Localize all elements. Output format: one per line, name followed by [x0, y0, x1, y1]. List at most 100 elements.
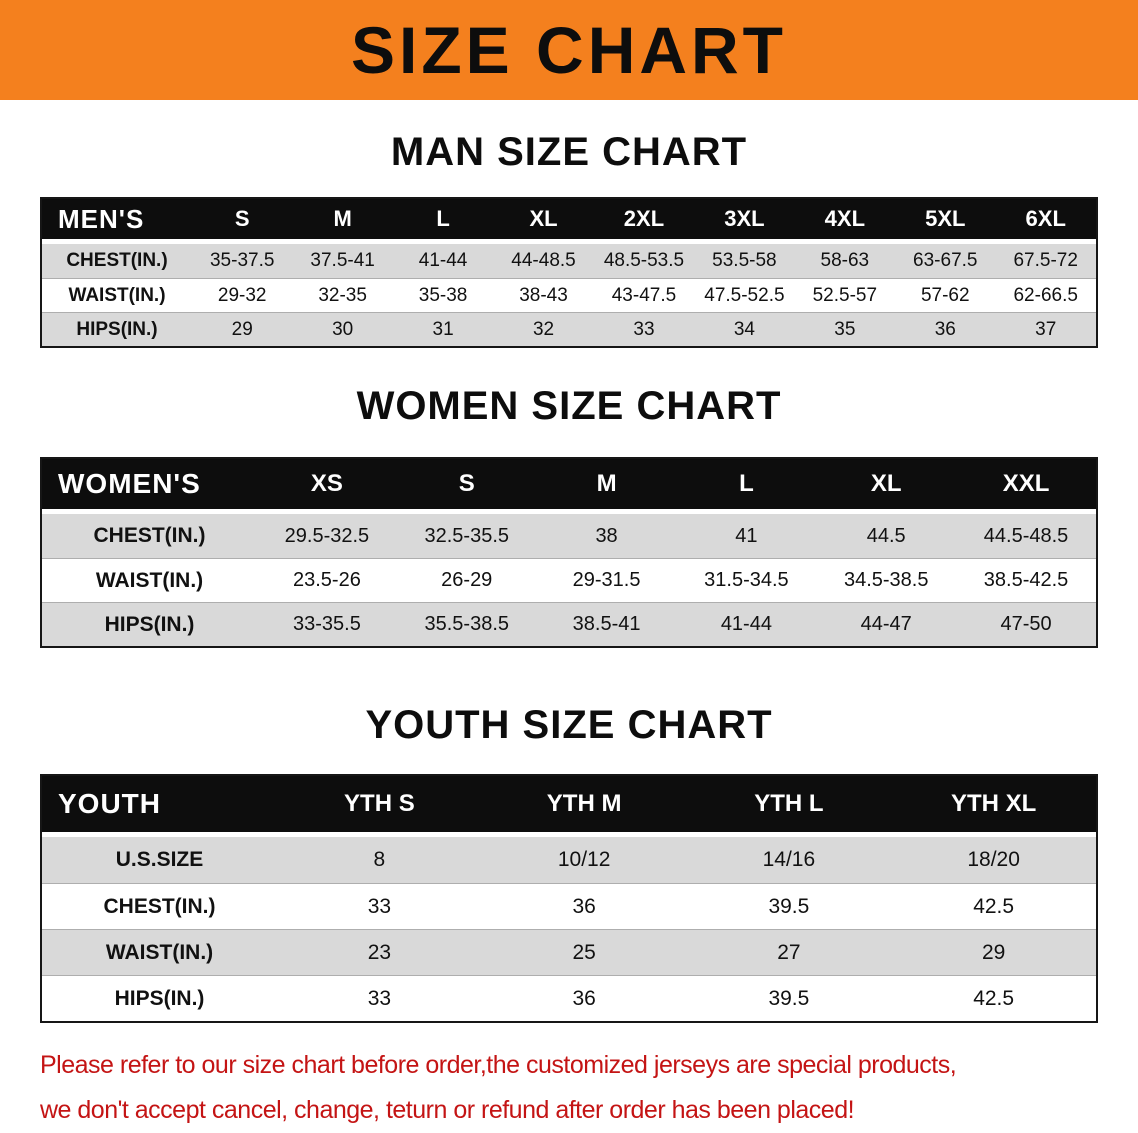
table-row: CHEST(IN.) 35-37.5 37.5-41 41-44 44-48.5 48.5…	[42, 244, 1096, 278]
section-heading: YOUTH SIZE CHART	[365, 703, 773, 747]
size-value: 67.5-72	[1013, 250, 1078, 271]
size-chart-banner: SIZE CHART	[0, 0, 1138, 100]
footer-note-line: Please refer to our size chart before or…	[40, 1051, 957, 1079]
table-corner-label: YOUTH	[58, 788, 161, 819]
column-header: XL	[529, 206, 558, 231]
row-label: WAIST(IN.)	[95, 568, 204, 592]
column-header: M	[333, 206, 352, 231]
row-label: HIPS(IN.)	[104, 612, 195, 636]
size-value: 23.5-26	[292, 569, 361, 591]
size-value: 36	[572, 986, 596, 1010]
column-header: 6XL	[1025, 206, 1066, 231]
column-header: XXL	[1002, 470, 1050, 497]
section-heading: WOMEN SIZE CHART	[356, 384, 782, 428]
row-label: U.S.SIZE	[115, 848, 204, 871]
size-table: WOMEN'S XS S M L XL XXL CHEST(IN.) 29.5-32.5 32.…	[40, 457, 1098, 648]
table-row: WAIST(IN.) 29-32 32-35 35-38 38-43 43-47.5 47.…	[42, 278, 1096, 312]
size-value: 36	[934, 318, 956, 340]
size-value: 39.5	[768, 894, 810, 918]
column-header: YTH M	[546, 790, 622, 817]
size-value: 29	[981, 940, 1006, 964]
table-corner-label: WOMEN'S	[58, 468, 201, 499]
column-header: L	[739, 470, 754, 497]
size-value: 33	[367, 894, 392, 918]
column-header: M	[596, 470, 617, 497]
column-header: 4XL	[824, 206, 866, 231]
table-row: U.S.SIZE 8 10/12 14/16 18/20	[42, 837, 1096, 883]
section-heading: MAN SIZE CHART	[390, 130, 748, 174]
size-value: 27	[777, 940, 801, 964]
size-value: 32.5-35.5	[424, 524, 509, 547]
size-value: 31	[432, 318, 454, 340]
size-value: 35.5-38.5	[424, 613, 509, 635]
table-body: CHEST(IN.) 29.5-32.5 32.5-35.5 38 41 44.5 44.5…	[42, 514, 1096, 646]
table-row: CHEST(IN.) 29.5-32.5 32.5-35.5 38 41 44.5 44.5…	[42, 514, 1096, 558]
table-row: HIPS(IN.) 33 36 39.5 42.5	[42, 975, 1096, 1021]
row-label: CHEST(IN.)	[103, 894, 216, 918]
size-value: 37.5-41	[310, 250, 375, 271]
table-row: WAIST(IN.) 23.5-26 26-29 29-31.5 31.5-34.5 34…	[42, 558, 1096, 602]
size-table: MEN'S S M L XL 2XL 3XL 4XL 5XL 6XL CHEST(IN.) 35-3…	[40, 197, 1098, 348]
size-value: 36	[572, 894, 596, 918]
footer-note-line: we don't accept cancel, change, teturn o…	[40, 1096, 855, 1124]
column-header: 3XL	[724, 206, 765, 231]
size-value: 33	[367, 986, 392, 1010]
row-label: WAIST(IN.)	[68, 284, 166, 306]
size-value: 44-47	[860, 613, 912, 635]
size-value: 42.5	[973, 894, 1015, 918]
size-chart-section: YOUTH SIZE CHART YOUTH YTH S YTH M YTH L YTH…	[0, 703, 1138, 1023]
size-value: 62-66.5	[1013, 284, 1078, 306]
table-header-row: YOUTH YTH S YTH M YTH L YTH XL	[42, 776, 1096, 832]
row-label: HIPS(IN.)	[114, 986, 205, 1010]
size-value: 35-37.5	[209, 250, 275, 271]
size-value: 39.5	[768, 986, 810, 1010]
size-value: 44-48.5	[511, 250, 576, 271]
size-value: 41	[735, 524, 758, 547]
column-header: 2XL	[623, 206, 665, 231]
size-value: 35	[834, 318, 856, 340]
size-value: 44.5	[866, 524, 906, 547]
size-value: 47.5-52.5	[704, 284, 785, 306]
size-value: 37	[1035, 318, 1057, 340]
size-value: 44.5-48.5	[983, 524, 1069, 547]
row-label: CHEST(IN.)	[66, 250, 168, 271]
size-value: 10/12	[557, 848, 611, 871]
size-value: 32	[532, 318, 555, 340]
size-value: 52.5-57	[812, 284, 878, 306]
size-value: 42.5	[973, 986, 1015, 1010]
size-value: 29-32	[217, 284, 267, 306]
table-row: WAIST(IN.) 23 25 27 29	[42, 929, 1096, 975]
size-value: 14/16	[762, 848, 816, 871]
table-body: CHEST(IN.) 35-37.5 37.5-41 41-44 44-48.5 48.5…	[42, 244, 1096, 346]
table-row: CHEST(IN.) 33 36 39.5 42.5	[42, 883, 1096, 929]
table-body: U.S.SIZE 8 10/12 14/16 18/20 CHEST(IN.) 33 36 39…	[42, 837, 1096, 1021]
size-value: 47-50	[1000, 613, 1052, 635]
table-header-row: MEN'S S M L XL 2XL 3XL 4XL 5XL 6XL	[42, 199, 1096, 239]
row-label: CHEST(IN.)	[93, 524, 206, 547]
size-chart-section: MAN SIZE CHART MEN'S S M L XL 2XL 3XL 4XL 5XL 6XL…	[0, 130, 1138, 348]
size-value: 53.5-58	[712, 250, 777, 271]
size-value: 34.5-38.5	[843, 569, 929, 591]
size-value: 58-63	[820, 250, 870, 271]
size-chart-sections: MAN SIZE CHART MEN'S S M L XL 2XL 3XL 4XL 5XL 6XL…	[0, 130, 1138, 1023]
footer-note: Please refer to our size chart before or…	[40, 1043, 1098, 1133]
column-header: XL	[870, 470, 902, 497]
size-value: 25	[572, 940, 596, 964]
column-header: S	[234, 206, 250, 231]
size-table: YOUTH YTH S YTH M YTH L YTH XL U.S.SIZE 8 10/1…	[40, 774, 1098, 1023]
size-value: 8	[373, 848, 386, 871]
table-header-row: WOMEN'S XS S M L XL XXL	[42, 459, 1096, 509]
column-header: 5XL	[925, 206, 966, 231]
size-value: 38.5-41	[572, 613, 641, 635]
size-value: 33	[633, 318, 655, 340]
size-value: 30	[332, 318, 354, 340]
column-header: S	[458, 470, 475, 497]
size-value: 29.5-32.5	[284, 524, 370, 547]
column-header: YTH S	[344, 790, 415, 817]
size-value: 18/20	[967, 848, 1020, 871]
table-row: HIPS(IN.) 29 30 31 32 33 34 35 36 37	[42, 312, 1096, 346]
size-value: 23	[367, 940, 392, 964]
column-header: L	[436, 206, 450, 231]
size-value: 29-31.5	[572, 569, 641, 591]
size-value: 41-44	[720, 613, 772, 635]
